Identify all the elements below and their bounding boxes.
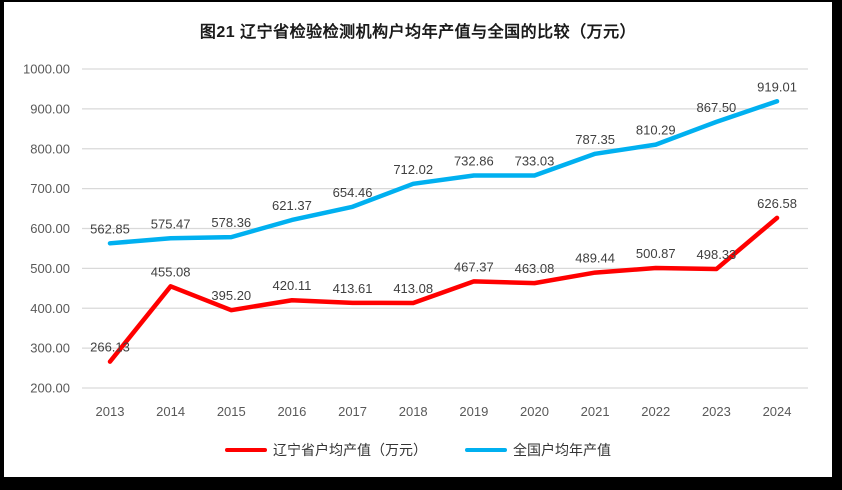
data-label-liaoning: 467.37 [454,259,494,274]
y-axis-tick-label: 1000.00 [23,62,70,77]
data-label-liaoning: 498.33 [697,247,737,262]
x-axis-tick-label: 2014 [156,404,185,419]
data-label-liaoning: 266.13 [90,340,130,355]
data-label-liaoning: 626.58 [757,196,797,211]
x-axis-tick-label: 2018 [399,404,428,419]
y-axis-tick-label: 800.00 [30,141,70,156]
series-line-liaoning [107,215,780,364]
x-axis-tick-label: 2015 [217,404,246,419]
data-label-national: 654.46 [333,185,373,200]
legend-label-liaoning: 辽宁省户均产值（万元） [273,442,427,458]
data-label-national: 787.35 [575,132,615,147]
data-label-national: 810.29 [636,123,676,138]
y-axis-tick-label: 600.00 [30,221,70,236]
series-line-national [107,99,780,246]
x-axis-tick-label: 2021 [581,404,610,419]
y-axis-tick-label: 400.00 [30,301,70,316]
y-axis-tick-label: 300.00 [30,341,70,356]
data-label-liaoning: 489.44 [575,251,615,266]
data-label-liaoning: 500.87 [636,246,676,261]
data-label-liaoning: 420.11 [273,278,312,293]
y-axis-tick-label: 700.00 [30,181,70,196]
data-label-liaoning: 395.20 [211,288,251,303]
data-label-national: 621.37 [272,198,312,213]
data-label-national: 919.01 [757,79,797,94]
data-label-national: 575.47 [151,216,191,231]
legend-swatch-national-line [465,447,507,453]
data-label-liaoning: 463.08 [515,261,555,276]
legend-item-national: 全国户均年产值 [465,440,611,460]
y-axis-tick-label: 500.00 [30,261,70,276]
x-axis-tick-label: 2016 [277,404,306,419]
data-label-national: 732.86 [454,154,494,169]
chart-title: 图21 辽宁省检验检测机构户均年产值与全国的比较（万元） [199,24,637,41]
legend-item-liaoning: 辽宁省户均产值（万元） [225,440,427,460]
x-axis-tick-label: 2023 [702,404,731,419]
y-axis-tick-label: 200.00 [30,381,70,396]
line-chart-plot-area: 200.00 300.00 400.00 500.00 600.00 700.00 800.… [23,62,808,419]
data-label-liaoning: 413.61 [333,281,373,296]
data-label-national: 712.02 [393,162,433,177]
y-axis-tick-label: 900.00 [30,101,70,116]
data-label-liaoning: 413.08 [393,281,433,296]
data-label-national: 733.03 [515,153,555,168]
x-axis-tick-label: 2022 [641,404,670,419]
x-axis-tick-label: 2024 [763,404,792,419]
x-axis-tick-label: 2013 [96,404,125,419]
data-label-national: 578.36 [211,215,251,230]
x-axis-tick-label: 2017 [338,404,367,419]
legend-label-national: 全国户均年产值 [513,442,611,458]
x-axis-tick-label: 2019 [459,404,488,419]
data-label-national: 562.85 [90,221,130,236]
data-label-liaoning: 455.08 [151,264,191,279]
data-label-national: 867.50 [697,100,737,115]
legend-swatch-liaoning-line [225,447,267,453]
x-axis-tick-label: 2020 [520,404,549,419]
legend: 辽宁省户均产值（万元） 全国户均年产值 [4,440,832,460]
